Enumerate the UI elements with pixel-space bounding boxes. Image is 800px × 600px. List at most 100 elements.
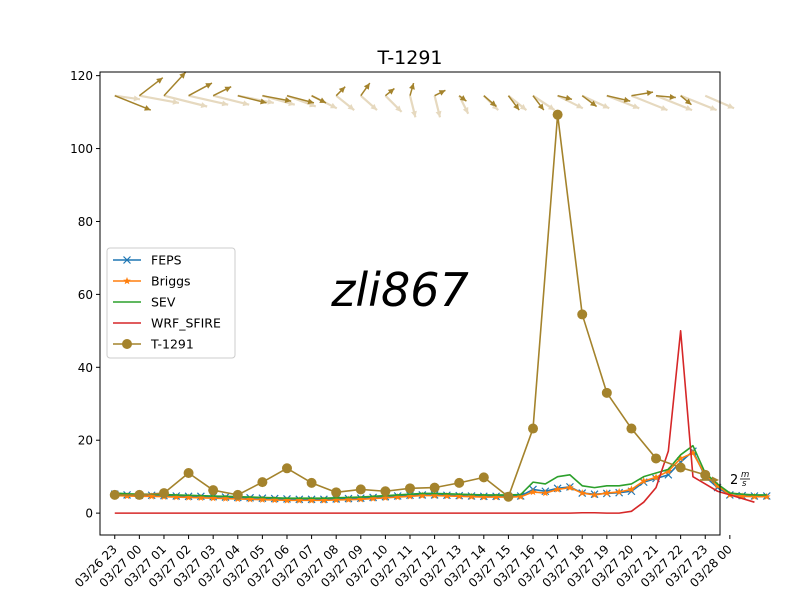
wind-arrow-model-head (284, 97, 292, 103)
wind-arrow-model-head (205, 83, 212, 89)
data-point (221, 494, 230, 502)
wind-key-unit-num: m (741, 470, 749, 480)
y-axis: 0 20 40 60 80 100 120 (70, 69, 100, 521)
data-point (307, 496, 316, 504)
legend-marker (122, 339, 132, 349)
data-point (283, 496, 291, 504)
wind-arrow-model-head (144, 105, 151, 111)
legend-entry: Briggs (113, 274, 191, 289)
wind-arrow-observed-head (200, 102, 208, 108)
wind-arrow-model-head (590, 100, 597, 107)
legend-label: Briggs (151, 274, 191, 289)
wind-arrow-model-head (260, 98, 267, 105)
wind-barbs-observed (114, 94, 735, 118)
data-point (676, 454, 685, 462)
wind-arrow-observed-head (330, 102, 337, 109)
data-point (306, 477, 317, 488)
data-point (430, 491, 439, 499)
data-point (281, 463, 292, 474)
y-tick-label: 40 (78, 361, 93, 375)
data-point (381, 493, 390, 502)
wind-arrow-observed-head (491, 103, 499, 111)
data-point (332, 496, 340, 504)
wind-arrow-observed-head (602, 103, 610, 109)
wind-arrow-observed (163, 94, 208, 108)
data-point (443, 491, 451, 500)
wind-arrow-model-head (224, 86, 232, 93)
data-point (639, 477, 648, 485)
wind-arrow-observed-head (288, 100, 295, 106)
wind-arrow-model-head (537, 103, 544, 111)
data-point (197, 493, 205, 502)
series-sev (114, 444, 767, 499)
wind-arrow-observed-head (411, 110, 417, 118)
data-point (380, 486, 391, 497)
wind-barbs-model (114, 71, 692, 111)
wind-arrow-observed-head (395, 105, 402, 112)
wind-arrow-observed-head (370, 103, 377, 111)
data-point (209, 494, 217, 502)
data-point (503, 491, 514, 502)
wind-arrow-model-head (338, 86, 346, 94)
data-point (158, 488, 169, 499)
data-point (232, 489, 243, 500)
data-point (615, 487, 623, 496)
series-t-1291 (109, 109, 711, 502)
series-layer (109, 109, 771, 514)
legend: FEPS Briggs SEV WRF_SFIRE T-1291 (106, 247, 236, 359)
wind-key: 2 m s (700, 470, 750, 489)
data-point (603, 489, 611, 497)
data-point (258, 495, 267, 503)
data-point (552, 109, 563, 120)
wind-arrow-model-head (409, 83, 415, 90)
legend-marker (123, 256, 131, 264)
data-point (762, 492, 771, 500)
data-point (528, 423, 539, 434)
data-point (664, 467, 673, 475)
wind-arrow-model-head (363, 83, 370, 90)
y-tick-label: 100 (70, 142, 93, 156)
data-point (578, 489, 587, 497)
y-tick-label: 60 (78, 288, 93, 302)
data-point (675, 462, 686, 473)
wind-arrow-observed-head (632, 103, 640, 109)
data-point (590, 490, 599, 499)
data-point (320, 496, 328, 504)
data-point (418, 491, 427, 499)
data-point (750, 492, 759, 500)
wind-key-arrow-head (712, 476, 719, 484)
data-point (467, 492, 476, 500)
wind-arrow-observed-head (221, 100, 229, 107)
series-line (114, 444, 767, 499)
data-point (566, 483, 574, 491)
y-tick-label: 20 (78, 434, 93, 448)
data-point (393, 493, 402, 501)
data-point (713, 481, 722, 490)
data-point (529, 487, 537, 496)
legend-label: SEV (151, 295, 176, 310)
series-line (114, 330, 755, 514)
data-point (541, 489, 550, 497)
wind-arrow-model-head (565, 94, 573, 101)
data-point (257, 477, 268, 488)
wind-arrow-model-head (646, 90, 654, 97)
data-point (208, 485, 219, 496)
wind-arrow-observed-head (172, 98, 179, 105)
data-point (331, 487, 342, 498)
wind-key-label: 2 (730, 473, 738, 488)
data-point (738, 492, 746, 500)
data-point (651, 453, 662, 464)
wind-arrow-model-head (489, 100, 497, 107)
data-point (295, 496, 304, 504)
wind-arrow-observed-head (519, 104, 527, 111)
wind-arrow-observed-head (133, 95, 140, 102)
wind-arrow-observed-head (660, 105, 668, 111)
wind-arrow-model-head (459, 95, 467, 102)
data-point (405, 483, 415, 494)
wind-arrow-observed-head (347, 104, 355, 111)
y-tick-label: 0 (85, 507, 93, 521)
wind-arrow-model-head (513, 103, 520, 111)
wind-arrow-observed-head (685, 105, 693, 111)
wind-arrow-observed-head (242, 100, 250, 107)
